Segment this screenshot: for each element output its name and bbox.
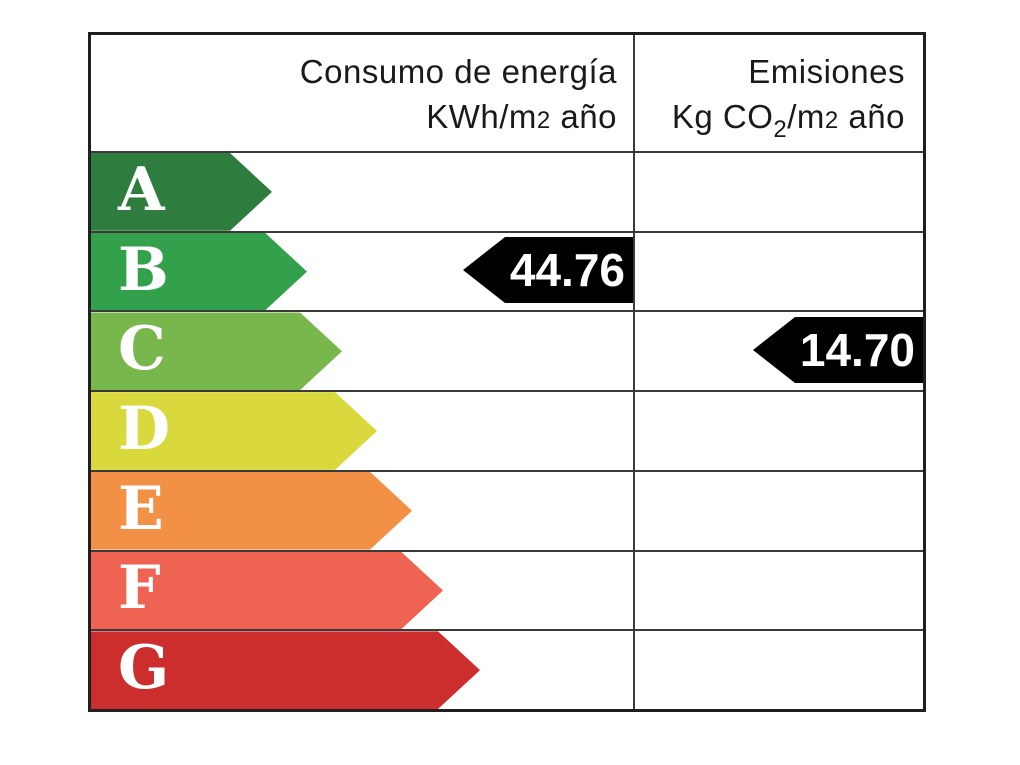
consumption-header-line2: KWh/m2 año — [426, 98, 617, 135]
rating-row-b: B — [91, 230, 923, 311]
rating-row-f: F — [91, 549, 923, 630]
squared-exponent: 2 — [536, 107, 551, 134]
squared-exponent: 2 — [824, 107, 839, 134]
emissions-header-line1: Emisiones — [748, 53, 905, 90]
rating-row-a: A — [91, 151, 923, 231]
table-header: Consumo de energía KWh/m2 año Emisiones … — [91, 35, 923, 151]
rating-arrow-g: G — [91, 631, 480, 709]
rating-letter-c: C — [118, 314, 166, 385]
rating-row-d: D — [91, 390, 923, 470]
rating-letter-a: A — [118, 154, 165, 225]
rating-arrow-c: C — [91, 312, 342, 390]
consumption-header-line1: Consumo de energía — [299, 53, 617, 90]
rating-row-e: E — [91, 469, 923, 550]
rating-arrow-d: D — [91, 392, 377, 470]
emissions-value: 14.70 — [799, 324, 915, 376]
consumption-value-arrow: 44.76 — [463, 237, 633, 303]
consumption-value: 44.76 — [509, 244, 625, 296]
rating-arrow-a: A — [91, 153, 272, 231]
rating-letter-d: D — [118, 394, 171, 465]
emissions-header-line2: Kg CO2/m2 año — [671, 98, 905, 143]
rating-letter-g: G — [118, 633, 170, 704]
emissions-column-header: Emisiones Kg CO2/m2 año — [633, 35, 923, 151]
consumption-column-header: Consumo de energía KWh/m2 año — [91, 35, 633, 151]
rating-arrow-b: B — [91, 233, 307, 311]
rating-letter-e: E — [118, 473, 164, 544]
column-divider — [633, 35, 635, 709]
rating-letter-b: B — [118, 234, 169, 305]
rating-table: Consumo de energía KWh/m2 año Emisiones … — [88, 32, 926, 712]
rating-letter-f: F — [118, 553, 161, 624]
co2-subscript: 2 — [773, 116, 788, 143]
rating-arrow-e: E — [91, 472, 412, 550]
emissions-value-arrow: 14.70 — [753, 317, 923, 383]
rating-table-inner: Consumo de energía KWh/m2 año Emisiones … — [91, 35, 923, 709]
rating-row-c: C — [91, 310, 923, 390]
rating-rows: A B C D — [91, 151, 923, 709]
rating-arrow-f: F — [91, 552, 443, 630]
rating-row-g: G — [91, 629, 923, 709]
